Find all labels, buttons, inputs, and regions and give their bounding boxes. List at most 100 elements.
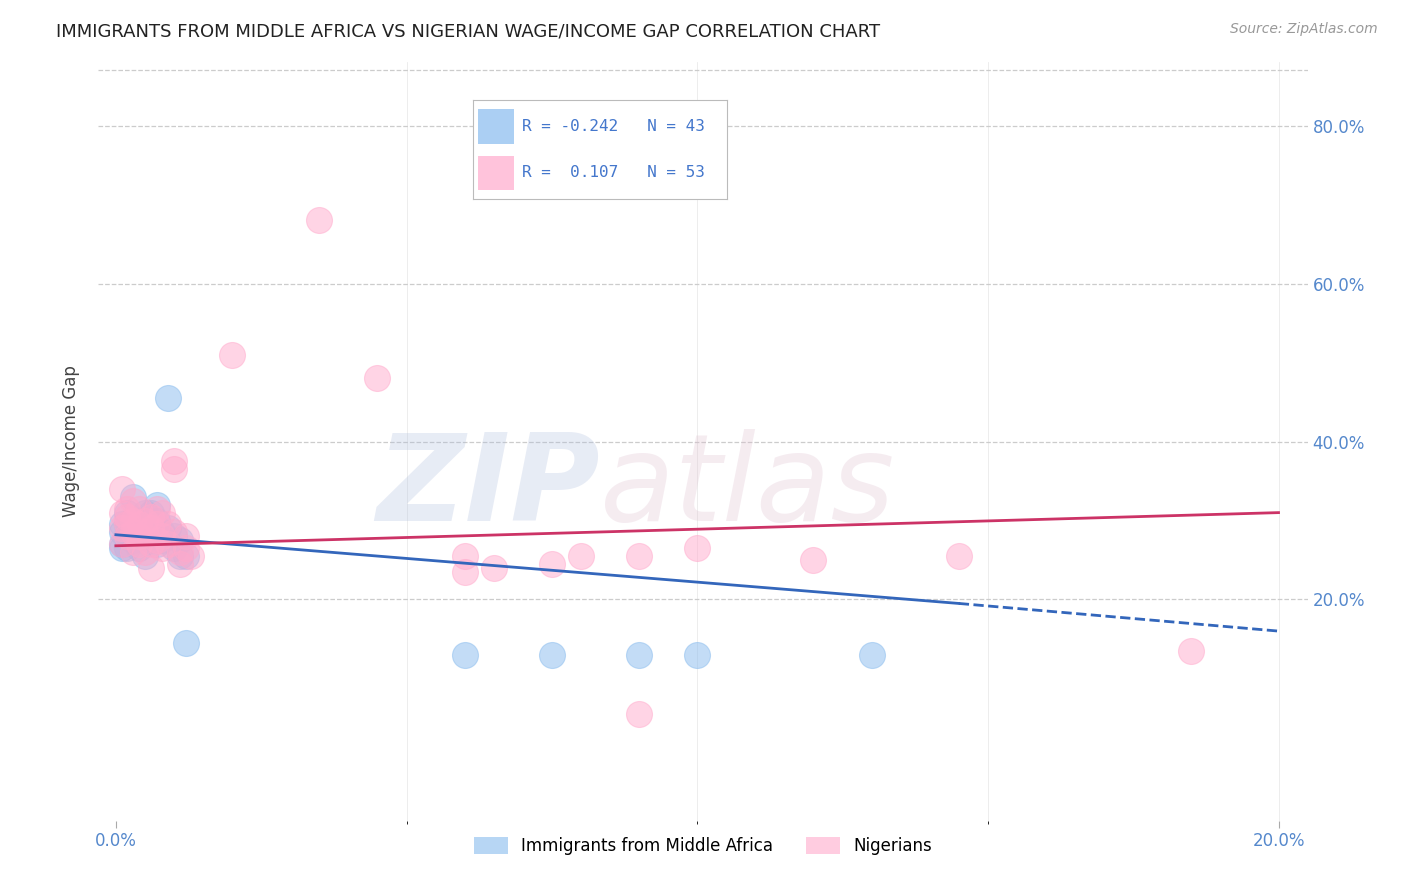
Point <box>157 521 180 535</box>
Point <box>860 648 883 662</box>
Point <box>134 514 156 528</box>
Point <box>169 549 191 563</box>
Point <box>157 517 180 532</box>
Point <box>134 529 156 543</box>
Point <box>117 517 139 532</box>
Point <box>145 521 167 535</box>
Point <box>134 525 156 540</box>
Point <box>128 541 150 556</box>
Point <box>453 549 475 563</box>
Point <box>145 514 167 528</box>
Legend: Immigrants from Middle Africa, Nigerians: Immigrants from Middle Africa, Nigerians <box>468 830 938 862</box>
Point <box>111 541 134 556</box>
Point <box>628 706 651 721</box>
Point <box>163 462 186 476</box>
Point <box>117 529 139 543</box>
Point <box>139 517 162 532</box>
Point <box>111 517 134 532</box>
Point <box>111 482 134 496</box>
Point <box>117 509 139 524</box>
Point <box>128 517 150 532</box>
Point <box>128 537 150 551</box>
Point <box>117 541 139 556</box>
Text: atlas: atlas <box>600 428 896 546</box>
Point <box>122 533 145 548</box>
Point <box>122 525 145 540</box>
Point <box>122 545 145 559</box>
Point <box>128 501 150 516</box>
Point <box>139 537 162 551</box>
Point <box>174 549 197 563</box>
Point <box>111 537 134 551</box>
Point <box>169 545 191 559</box>
Point <box>163 454 186 468</box>
Point <box>117 529 139 543</box>
Point <box>122 493 145 508</box>
Point <box>1180 644 1202 658</box>
Point <box>169 557 191 571</box>
Point <box>111 506 134 520</box>
Point <box>150 541 173 556</box>
Point <box>169 533 191 548</box>
Point <box>145 501 167 516</box>
Point <box>122 490 145 504</box>
Point <box>128 521 150 535</box>
Point <box>628 549 651 563</box>
Point <box>145 498 167 512</box>
Point <box>134 514 156 528</box>
Point <box>139 521 162 535</box>
Point <box>221 348 243 362</box>
Point <box>117 517 139 532</box>
Point <box>453 565 475 579</box>
Point <box>122 517 145 532</box>
Point <box>128 514 150 528</box>
Point <box>134 549 156 563</box>
Point <box>139 533 162 548</box>
Point <box>569 549 592 563</box>
Point <box>453 648 475 662</box>
Point <box>803 553 825 567</box>
Point <box>128 529 150 543</box>
Point <box>139 509 162 524</box>
Point <box>174 541 197 556</box>
Point <box>150 506 173 520</box>
Point <box>157 391 180 405</box>
Point <box>163 541 186 556</box>
Point <box>948 549 970 563</box>
Point <box>117 506 139 520</box>
Point <box>163 529 186 543</box>
Point <box>150 533 173 548</box>
Point <box>366 371 388 385</box>
Point <box>139 525 162 540</box>
Point <box>134 506 156 520</box>
Point <box>111 525 134 540</box>
Point <box>174 529 197 543</box>
Point <box>145 537 167 551</box>
Point <box>157 537 180 551</box>
Point <box>174 636 197 650</box>
Point <box>163 525 186 540</box>
Point <box>117 501 139 516</box>
Text: ZIP: ZIP <box>377 428 600 546</box>
Point <box>134 545 156 559</box>
Point <box>686 541 709 556</box>
Point <box>128 525 150 540</box>
Text: Source: ZipAtlas.com: Source: ZipAtlas.com <box>1230 22 1378 37</box>
Point <box>482 561 505 575</box>
Point <box>628 648 651 662</box>
Point <box>686 648 709 662</box>
Point <box>540 557 562 571</box>
Point <box>111 521 134 535</box>
Point <box>122 525 145 540</box>
Text: IMMIGRANTS FROM MIDDLE AFRICA VS NIGERIAN WAGE/INCOME GAP CORRELATION CHART: IMMIGRANTS FROM MIDDLE AFRICA VS NIGERIA… <box>56 22 880 40</box>
Point <box>150 529 173 543</box>
Point <box>111 537 134 551</box>
Point <box>145 533 167 548</box>
Point <box>308 213 330 227</box>
Point <box>150 525 173 540</box>
Point <box>180 549 202 563</box>
Point <box>540 648 562 662</box>
Point <box>139 561 162 575</box>
Point <box>139 506 162 520</box>
Point <box>145 517 167 532</box>
